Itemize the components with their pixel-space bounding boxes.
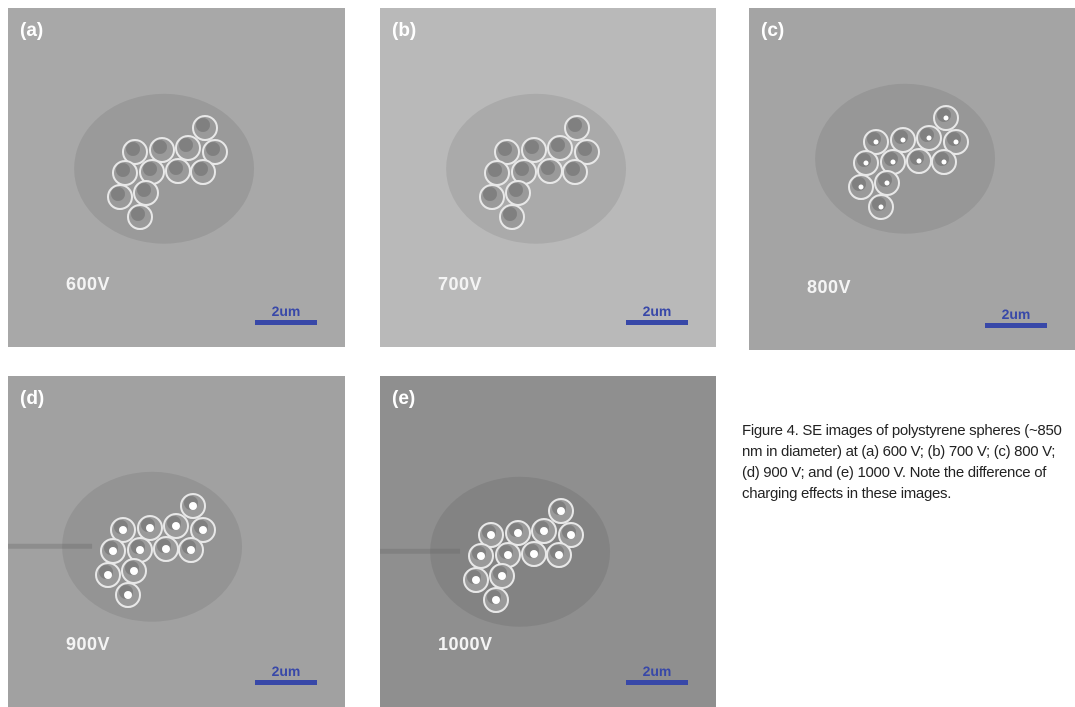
sphere [854,151,878,175]
sphere-cluster [8,8,345,347]
sphere [179,538,203,562]
sphere [113,161,137,185]
sphere [116,583,140,607]
sphere [469,544,493,568]
sphere [563,160,587,184]
charging-streak [8,544,92,549]
sphere [932,150,956,174]
sphere [500,205,524,229]
sphere-cluster [380,8,716,347]
sphere [101,539,125,563]
sphere [176,136,200,160]
sem-image: (a) 600V 2um [8,8,345,347]
charging-streak [380,549,460,554]
sphere [869,195,893,219]
caption: Figure 4. SE images of polystyrene spher… [742,420,1072,504]
sphere [181,494,205,518]
sphere [891,128,915,152]
sphere [122,559,146,583]
sem-image: (d) 900V 2um [8,376,345,707]
sem-image: (e) 1000V 2um [380,376,716,707]
sphere [907,149,931,173]
sphere [191,160,215,184]
sphere [484,588,508,612]
sphere [134,181,158,205]
sphere [917,126,941,150]
sphere [138,516,162,540]
sphere [547,543,571,567]
panel-label: (a) [20,20,43,42]
sphere [875,171,899,195]
sphere [506,521,530,545]
sphere [193,116,217,140]
sphere [532,519,556,543]
sphere [464,568,488,592]
sphere [164,514,188,538]
sphere [565,116,589,140]
scale-bar [626,680,688,685]
scale-bar [255,320,317,325]
sem-image: (b) 700V 2um [380,8,716,347]
scale-label: 2um [626,663,688,679]
scale-bar [255,680,317,685]
sphere [150,138,174,162]
sphere [128,205,152,229]
sphere [166,159,190,183]
scale-bar [985,323,1047,328]
sphere [538,159,562,183]
sphere-cluster [380,376,716,707]
sem-image: (c) 800V 2um [749,8,1075,350]
scale-label: 2um [626,303,688,319]
voltage-label: 900V [66,634,110,655]
sphere [849,175,873,199]
sphere [522,138,546,162]
scale-label: 2um [255,303,317,319]
scale-bar [626,320,688,325]
panel-label: (d) [20,388,44,410]
sphere [96,563,120,587]
panel-label: (e) [392,388,415,410]
voltage-label: 800V [807,277,851,298]
voltage-label: 1000V [438,634,493,655]
scale-label: 2um [255,663,317,679]
sphere [490,564,514,588]
voltage-label: 700V [438,274,482,295]
sphere [548,136,572,160]
page: {"panels": [ {"label": "(a)", "voltage":… [0,0,1075,707]
sphere [480,185,504,209]
sphere [934,106,958,130]
scale-label: 2um [985,306,1047,322]
sphere [506,181,530,205]
sphere [549,499,573,523]
sphere-cluster [749,8,1075,350]
panel-label: (b) [392,20,416,42]
sphere [108,185,132,209]
sphere [485,161,509,185]
sphere [154,537,178,561]
panel-label: (c) [761,20,784,42]
sphere [522,542,546,566]
sphere-cluster [8,376,345,707]
voltage-label: 600V [66,274,110,295]
